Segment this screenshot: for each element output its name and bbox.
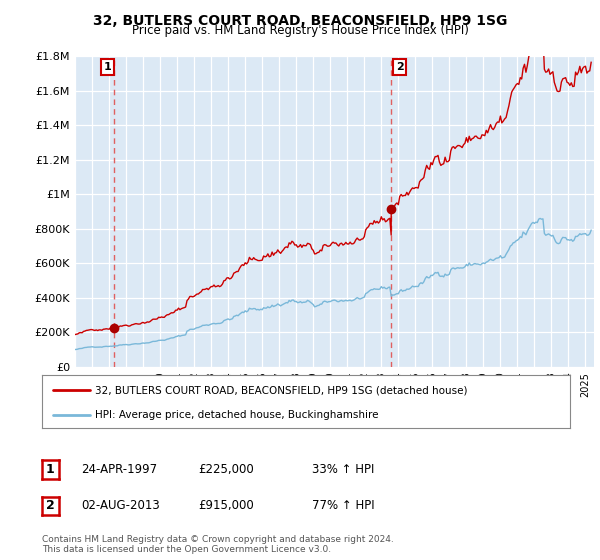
Text: 32, BUTLERS COURT ROAD, BEACONSFIELD, HP9 1SG: 32, BUTLERS COURT ROAD, BEACONSFIELD, HP…: [93, 14, 507, 28]
Text: 77% ↑ HPI: 77% ↑ HPI: [312, 499, 374, 512]
Text: HPI: Average price, detached house, Buckinghamshire: HPI: Average price, detached house, Buck…: [95, 410, 379, 420]
Text: 33% ↑ HPI: 33% ↑ HPI: [312, 463, 374, 476]
Text: 02-AUG-2013: 02-AUG-2013: [81, 499, 160, 512]
Text: 24-APR-1997: 24-APR-1997: [81, 463, 157, 476]
Text: Contains HM Land Registry data © Crown copyright and database right 2024.
This d: Contains HM Land Registry data © Crown c…: [42, 535, 394, 554]
Text: 2: 2: [396, 62, 404, 72]
Text: £915,000: £915,000: [198, 499, 254, 512]
Text: £225,000: £225,000: [198, 463, 254, 476]
Text: 1: 1: [46, 463, 55, 476]
Text: Price paid vs. HM Land Registry's House Price Index (HPI): Price paid vs. HM Land Registry's House …: [131, 24, 469, 37]
Text: 1: 1: [103, 62, 111, 72]
Text: 32, BUTLERS COURT ROAD, BEACONSFIELD, HP9 1SG (detached house): 32, BUTLERS COURT ROAD, BEACONSFIELD, HP…: [95, 385, 467, 395]
Text: 2: 2: [46, 500, 55, 512]
